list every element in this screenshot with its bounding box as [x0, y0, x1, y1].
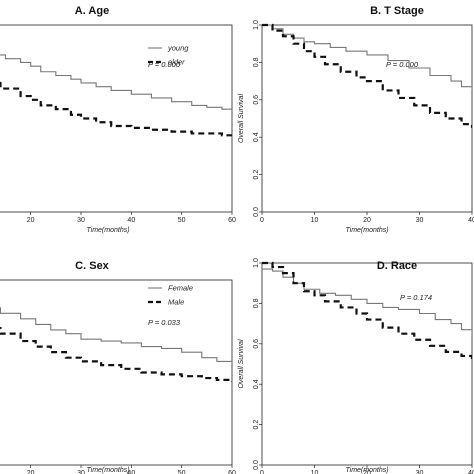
x-tick-label: 0: [260, 470, 264, 474]
y-tick-label: 0.4: [253, 132, 260, 142]
x-tick-label: 30: [77, 470, 85, 474]
legend-label: older: [168, 58, 185, 67]
x-tick-label: 10: [311, 470, 319, 474]
x-tick-label: 50: [178, 217, 186, 224]
y-tick-label: 0.4: [253, 379, 260, 389]
x-tick-label: 30: [77, 217, 85, 224]
y-tick-label: 1.0: [253, 20, 260, 30]
p-value-label: P = 0.174: [400, 293, 432, 302]
x-tick-label: 10: [311, 217, 319, 224]
x-tick-label: 50: [178, 470, 186, 474]
chart-title: C. Sex: [75, 260, 110, 272]
x-axis-label: Time(months): [86, 227, 129, 234]
p-value-label: P = 0.033: [148, 318, 181, 327]
legend-label: young: [167, 44, 189, 53]
series-line-1: [262, 261, 472, 360]
plot-frame: [0, 279, 233, 466]
x-axis-label: Time(months): [345, 467, 388, 474]
y-tick-label: 0.8: [253, 298, 260, 308]
x-tick-label: 20: [363, 470, 371, 474]
x-tick-label: 40: [468, 217, 474, 224]
y-tick-label: 0.8: [253, 57, 260, 67]
chart-title: B. T Stage: [370, 5, 424, 17]
series-group: [0, 54, 232, 138]
plot-frame: [0, 24, 233, 213]
y-tick-label: 0.0: [253, 207, 260, 217]
chart-panel-1: B. T Stage 0 10 20 30 40 Time(months) 0.0 0.2 0.4…: [238, 5, 474, 234]
series-line-0: [262, 268, 472, 336]
y-tick-label: 0.2: [253, 420, 260, 430]
x-tick-label: 20: [27, 217, 35, 224]
series-line-1: [262, 23, 472, 128]
p-value-label: P = 0.000: [148, 60, 181, 69]
x-tick-label: 40: [468, 470, 474, 474]
y-tick-label: 1.0: [253, 258, 260, 268]
legend: young older: [148, 44, 189, 67]
series-line-0: [262, 24, 472, 91]
y-tick-label: 0.2: [253, 170, 260, 180]
p-value-label: P = 0.000: [386, 60, 419, 69]
series-line-0: [0, 54, 232, 110]
x-axis-label: Time(months): [86, 467, 129, 474]
plot-frame: [261, 262, 473, 466]
x-tick-label: 0: [260, 217, 264, 224]
x-tick-label: 30: [416, 470, 424, 474]
y-tick-label: 0.6: [253, 339, 260, 349]
x-tick-label: 40: [127, 470, 135, 474]
y-axis-label: Overall Survival: [238, 339, 245, 388]
x-tick-label: 60: [228, 217, 236, 224]
chart-title: A. Age: [75, 5, 109, 17]
chart-panel-2: C. Sex 20 30 40 50 60 Time(months) P = 0.033 Fem…: [0, 260, 236, 474]
x-tick-label: 30: [416, 217, 424, 224]
x-tick-label: 60: [228, 470, 236, 474]
series-group: [262, 261, 472, 360]
y-tick-label: 0.0: [253, 460, 260, 470]
y-tick-label: 0.6: [253, 95, 260, 105]
series-line-1: [0, 81, 232, 138]
y-axis-label: Overall Survival: [238, 94, 245, 143]
series-line-1: [0, 327, 232, 382]
x-tick-label: 20: [27, 470, 35, 474]
series-group: [262, 23, 472, 128]
x-tick-label: 40: [127, 217, 135, 224]
chart-panel-3: D. Race 0 10 20 30 40 Time(months) 0.0 0.2 0.4 0.6…: [238, 258, 474, 474]
legend: Female Male: [148, 284, 193, 307]
chart-title: D. Race: [377, 260, 417, 272]
legend-label: Female: [168, 284, 193, 293]
series-line-0: [0, 307, 232, 364]
legend-label: Male: [168, 298, 184, 307]
series-group: [0, 307, 232, 382]
x-axis-label: Time(months): [345, 227, 388, 234]
x-tick-label: 20: [363, 217, 371, 224]
